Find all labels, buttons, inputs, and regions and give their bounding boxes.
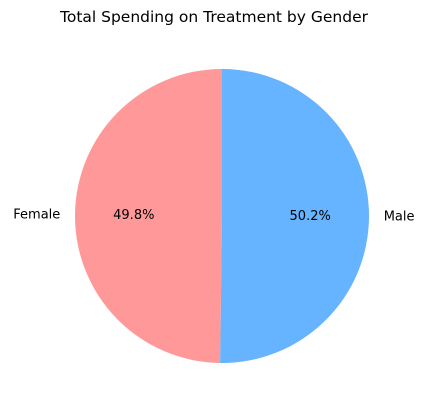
pct-label-male: 50.2% (290, 209, 331, 224)
pct-label-female: 49.8% (113, 208, 154, 223)
slice-label-male: Male (384, 210, 415, 225)
pie-slice-female (74, 69, 222, 363)
chart-title: Total Spending on Treatment by Gender (60, 8, 368, 26)
slice-label-female: Female (13, 207, 60, 222)
pie-slice-male (220, 69, 369, 363)
